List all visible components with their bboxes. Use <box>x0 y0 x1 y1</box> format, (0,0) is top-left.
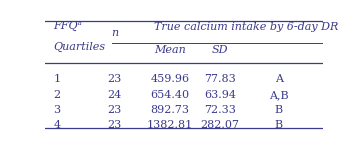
Text: A,B: A,B <box>269 90 288 100</box>
Text: FFQᵃ: FFQᵃ <box>53 21 82 31</box>
Text: Mean: Mean <box>154 45 186 55</box>
Text: SD: SD <box>212 45 228 55</box>
Text: n: n <box>111 28 118 38</box>
Text: 654.40: 654.40 <box>150 90 190 100</box>
Text: 892.73: 892.73 <box>150 105 190 115</box>
Text: A: A <box>275 74 283 84</box>
Text: 24: 24 <box>107 90 122 100</box>
Text: 23: 23 <box>107 120 122 130</box>
Text: 77.83: 77.83 <box>204 74 236 84</box>
Text: 2: 2 <box>53 90 60 100</box>
Text: Quartiles: Quartiles <box>53 42 105 52</box>
Text: 63.94: 63.94 <box>204 90 236 100</box>
Text: 1: 1 <box>53 74 60 84</box>
Text: 459.96: 459.96 <box>150 74 190 84</box>
Text: 1382.81: 1382.81 <box>147 120 193 130</box>
Text: B: B <box>275 120 283 130</box>
Text: 23: 23 <box>107 105 122 115</box>
Text: True calcium intake by 6-day DR: True calcium intake by 6-day DR <box>154 22 339 32</box>
Text: 4: 4 <box>53 120 60 130</box>
Text: 23: 23 <box>107 74 122 84</box>
Text: B: B <box>275 105 283 115</box>
Text: 282.07: 282.07 <box>201 120 240 130</box>
Text: 3: 3 <box>53 105 60 115</box>
Text: 72.33: 72.33 <box>204 105 236 115</box>
